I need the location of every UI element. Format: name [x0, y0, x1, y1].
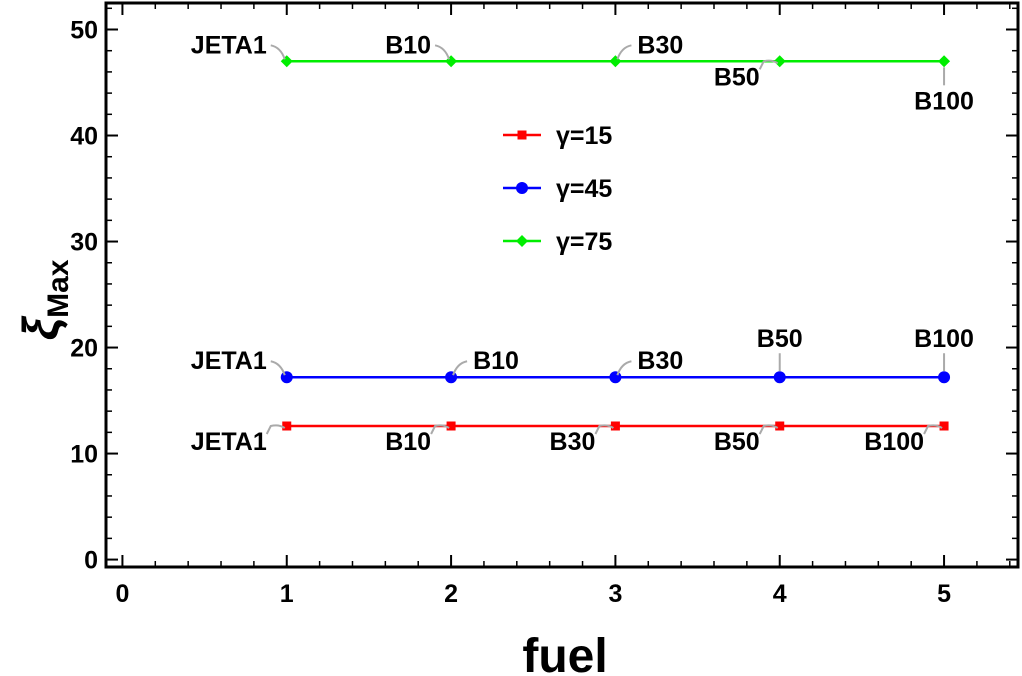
point-label: B100	[914, 87, 974, 115]
label-leader	[758, 424, 779, 435]
x-tick-label: 1	[280, 580, 294, 608]
y-axis-title: ξMax	[13, 259, 75, 340]
data-point	[609, 371, 622, 384]
data-point	[282, 421, 292, 431]
label-leader	[434, 44, 451, 60]
x-axis-title: fuel	[522, 630, 607, 676]
y-tick-label: 50	[70, 17, 98, 45]
label-leader	[758, 59, 779, 70]
svg-text:ξMax: ξMax	[13, 259, 75, 340]
legend-entry: γ=75	[503, 228, 612, 256]
plot-frame	[104, 1, 1020, 569]
point-label: B10	[473, 347, 519, 375]
y-axis-title-sub: Max	[42, 259, 75, 318]
point-label: B100	[914, 325, 974, 353]
data-point	[773, 371, 786, 384]
label-leader	[616, 44, 632, 60]
label-leader	[594, 424, 614, 435]
x-tick-label: 0	[115, 580, 129, 608]
x-tick-label: 2	[444, 580, 458, 608]
x-tick-label: 4	[773, 580, 787, 608]
point-label: B30	[637, 31, 683, 59]
data-point	[517, 130, 527, 140]
point-label: B50	[714, 428, 760, 456]
data-point	[516, 235, 528, 247]
point-label: B100	[864, 428, 924, 456]
data-point	[445, 55, 458, 68]
point-label: B50	[757, 325, 803, 353]
data-point	[939, 421, 949, 431]
legend-label: γ=15	[556, 122, 612, 150]
data-point	[280, 55, 293, 68]
data-point	[446, 421, 456, 431]
label-leader	[923, 424, 943, 435]
y-tick-label: 40	[70, 123, 98, 151]
legend-entry: γ=15	[503, 122, 612, 150]
point-label: JETA1	[191, 31, 267, 59]
point-label: B30	[637, 347, 683, 375]
legend-label: γ=75	[556, 228, 612, 256]
plot-series	[280, 55, 951, 431]
point-label: B30	[550, 428, 596, 456]
point-label: B10	[385, 428, 431, 456]
y-tick-label: 30	[70, 229, 98, 257]
point-label: JETA1	[191, 347, 267, 375]
y-tick-label: 20	[70, 335, 98, 363]
point-label: JETA1	[191, 428, 267, 456]
data-point	[938, 55, 951, 68]
point-labels: JETA1 B10 B30 B50 B100 JETA1 B10 B30 B50 B100 JETA…	[191, 31, 974, 456]
data-point	[775, 421, 785, 431]
data-point	[609, 55, 622, 68]
label-leader	[430, 424, 450, 435]
data-point	[516, 182, 528, 194]
data-point	[445, 371, 458, 384]
x-tick-label: 3	[608, 580, 622, 608]
label-leader	[270, 44, 286, 60]
legend-label: γ=45	[556, 175, 612, 203]
y-tick-label: 10	[70, 441, 98, 469]
label-leader	[265, 424, 286, 435]
y-tick-label: 0	[84, 547, 98, 575]
x-tick-label: 5	[937, 580, 951, 608]
label-leader	[452, 360, 468, 376]
point-label: B10	[385, 31, 431, 59]
y-axis-title-main: ξ	[13, 315, 69, 340]
legend-entry: γ=45	[503, 175, 612, 203]
legend: γ=15 γ=45 γ=75	[503, 122, 612, 256]
data-point	[938, 371, 951, 384]
label-leader	[616, 360, 632, 376]
point-label: B50	[714, 63, 760, 91]
data-point	[773, 55, 786, 68]
label-leader	[270, 360, 286, 376]
data-point	[610, 421, 620, 431]
data-point	[280, 371, 293, 384]
